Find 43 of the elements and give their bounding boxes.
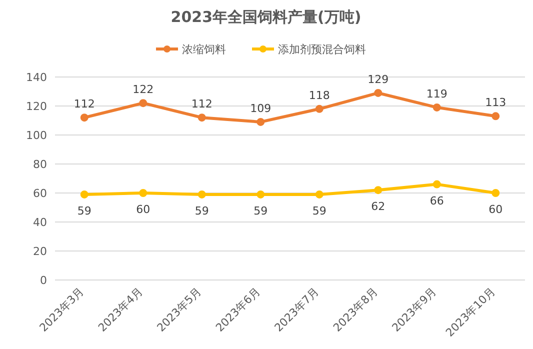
data-label: 66 bbox=[430, 194, 444, 208]
point bbox=[139, 99, 148, 108]
y-tick-label: 80 bbox=[33, 158, 47, 171]
chart-title: 2023年全国饲料产量(万吨) bbox=[170, 8, 362, 26]
point bbox=[256, 118, 265, 126]
data-label: 112 bbox=[74, 98, 95, 111]
data-label: 122 bbox=[132, 83, 154, 96]
data-label: 59 bbox=[194, 204, 209, 218]
point bbox=[492, 189, 500, 197]
point bbox=[139, 189, 148, 197]
y-tick-label: 60 bbox=[33, 187, 47, 200]
point bbox=[374, 186, 382, 194]
data-label: 109 bbox=[250, 102, 272, 115]
point bbox=[80, 190, 88, 198]
point bbox=[492, 112, 500, 120]
data-label: 59 bbox=[77, 204, 92, 218]
data-label: 118 bbox=[308, 88, 330, 102]
point bbox=[256, 190, 265, 198]
point bbox=[198, 114, 206, 122]
y-tick-label: 40 bbox=[33, 216, 47, 229]
data-label: 62 bbox=[371, 200, 386, 214]
data-label: 112 bbox=[191, 98, 212, 111]
y-tick-label: 120 bbox=[26, 100, 47, 113]
legend-label: 浓缩饲料 bbox=[182, 43, 226, 56]
point bbox=[315, 104, 324, 113]
data-label: 59 bbox=[312, 204, 326, 218]
data-label: 60 bbox=[136, 203, 150, 216]
y-tick-label: 20 bbox=[33, 245, 47, 258]
point bbox=[315, 190, 324, 198]
data-label: 59 bbox=[254, 204, 268, 218]
data-label: 129 bbox=[368, 72, 389, 86]
point bbox=[432, 180, 441, 188]
data-label: 60 bbox=[488, 203, 503, 216]
y-tick-label: 140 bbox=[26, 71, 47, 84]
point bbox=[432, 103, 441, 112]
data-label: 119 bbox=[426, 87, 448, 100]
data-label: 113 bbox=[485, 96, 506, 110]
y-tick-label: 0 bbox=[40, 274, 47, 287]
point bbox=[80, 114, 88, 122]
legend-label: 添加剂预混合饲料 bbox=[278, 43, 366, 56]
point bbox=[374, 88, 382, 97]
point bbox=[198, 190, 206, 198]
y-tick-label: 100 bbox=[26, 129, 47, 142]
